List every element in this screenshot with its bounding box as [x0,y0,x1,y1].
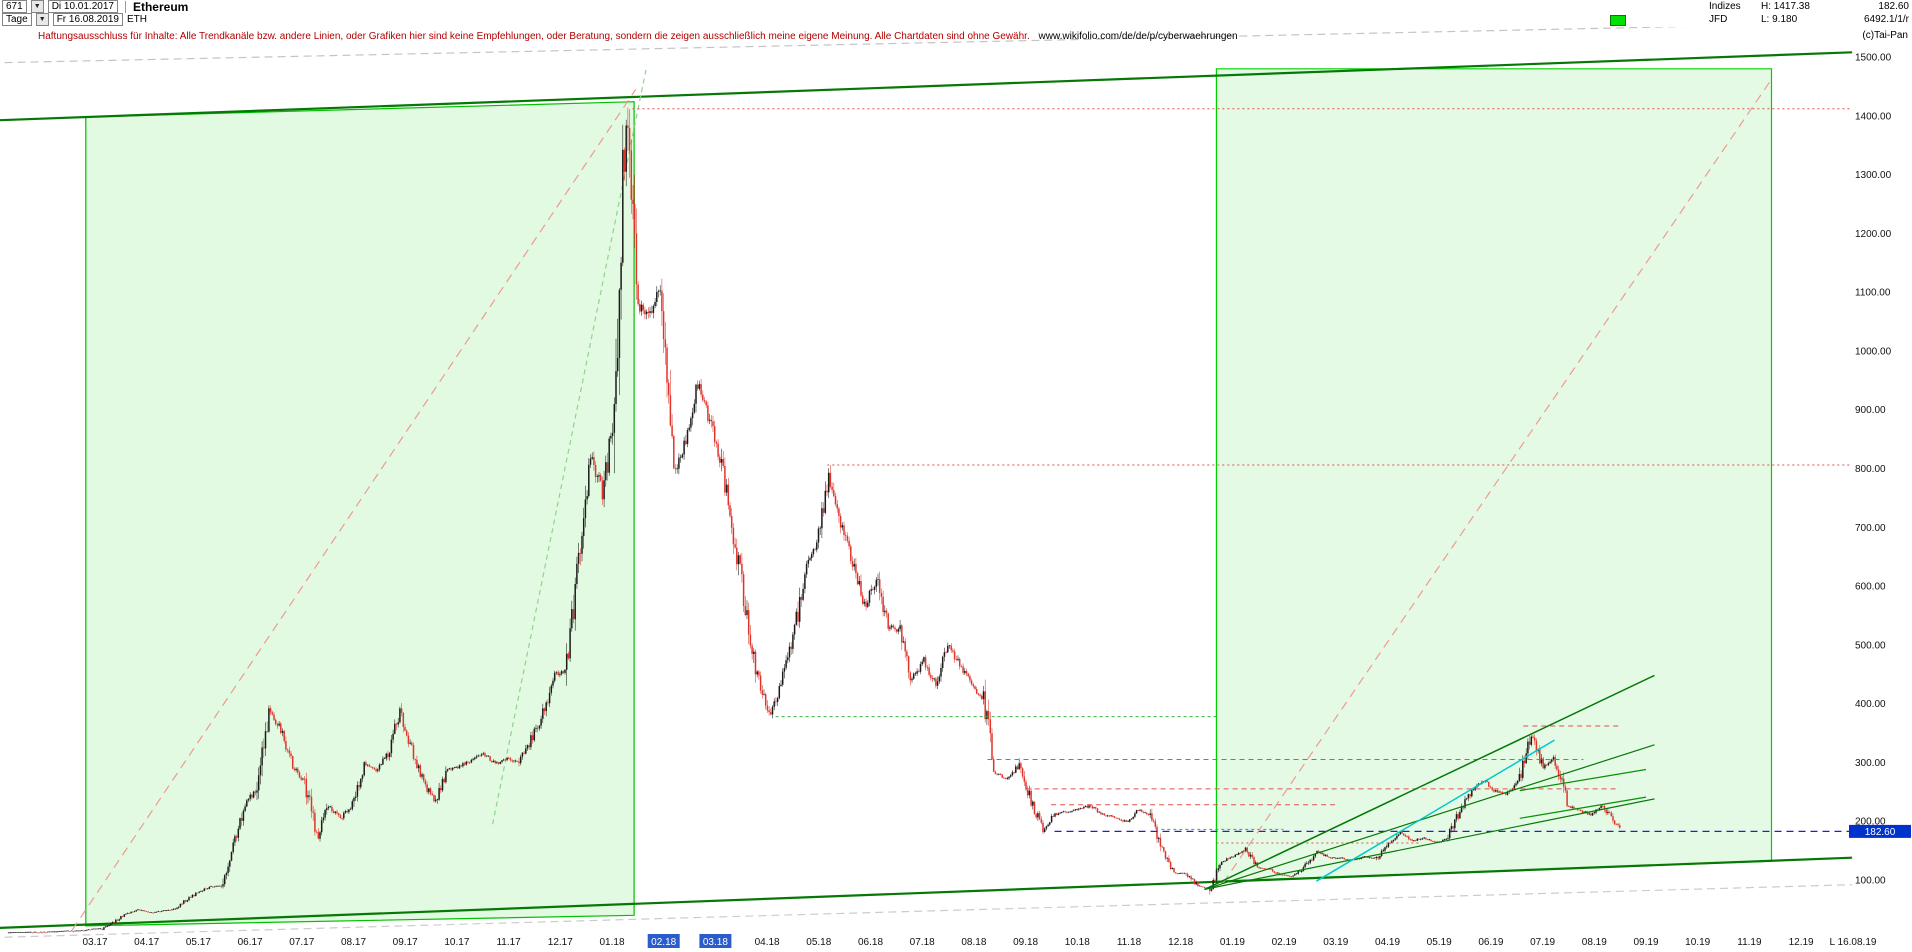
symbol-label: ETH [126,14,147,25]
fan-line-steep [1204,674,1655,891]
indizes-label: Indizes [1709,1,1741,12]
mini-channel-upper [1519,768,1647,792]
date-axis-label: 07.17 [289,937,314,948]
gray-dashed-upper [0,27,1690,64]
date-axis-label: 12.18 [1168,937,1193,948]
timeframe-value: Tage [6,14,28,25]
fan-line-mid [1204,744,1655,890]
price-axis-label: 200.00 [1855,817,1886,828]
disclaimer: Haftungsausschluss für Inhalte: Alle Tre… [38,31,1238,42]
price-axis-label: 100.00 [1855,876,1886,887]
date-axis-label: 09.18 [1013,937,1038,948]
disclaimer-text: Haftungsausschluss für Inhalte: Alle Tre… [38,31,1030,42]
end-date-value: Fr 16.08.2019 [56,14,119,25]
toolbar-divider [124,0,126,13]
price-axis-label: 1100.00 [1855,288,1891,299]
date-axis-label: 03.17 [82,937,107,948]
price-axis-label: 900.00 [1855,405,1886,416]
date-axis-label: 06.17 [238,937,263,948]
major-support-green [0,856,1853,929]
price-axis-label: 300.00 [1855,758,1886,769]
last-price-value: 182.60 [1878,1,1909,12]
date-axis-label: 11.17 [496,937,521,948]
date-label-highlight [647,934,680,948]
quote-info: Indizes H: 1417.38 182.60 JFD L: 9.180 6… [1709,0,1909,26]
price-axis-label: 500.00 [1855,640,1886,651]
date-axis-label: 05.17 [186,937,211,948]
date-axis-label: 12.19 [1789,937,1814,948]
last-date-label: L 16.08.19 [1830,937,1877,948]
price-axis-label: 1300.00 [1855,170,1892,181]
end-date-field[interactable]: Fr 16.08.2019 [52,13,123,26]
green-dashed-rally-2017 [492,69,647,825]
date-axis-label: 08.18 [961,937,986,948]
date-axis-label: 11.18 [1117,937,1142,948]
date-axis-label: 10.18 [1065,937,1090,948]
date-axis-label: 04.19 [1375,937,1400,948]
trend-channel-2017 [85,101,635,927]
status-indicator [1610,15,1626,26]
tai-pan-copyright: (c)Tai-Pan [1862,30,1908,41]
date-label-highlight [699,934,732,948]
date-axis-label: 07.18 [910,937,935,948]
date-axis-label: 04.18 [755,937,780,948]
date-axis-label: 05.18 [806,937,831,948]
bar-count-value: 671 [6,1,23,12]
toolbar: 671 ▼ Di 10.01.2017 Ethereum Tage ▼ Fr 1… [0,0,1912,27]
price-axis-label: 600.00 [1855,582,1886,593]
date-axis-label: 06.18 [858,937,883,948]
date-axis-label: 08.19 [1582,937,1607,948]
date-axis-label: 01.18 [599,937,624,948]
broker-label: JFD [1709,14,1728,25]
date-axis-label: 08.17 [341,937,366,948]
instrument-name: Ethereum [132,0,189,14]
major-resistance-green [0,51,1853,122]
low-value: L: 9.180 [1761,14,1798,25]
date-axis-label: 09.19 [1633,937,1658,948]
bar-count-selector[interactable]: 671 [2,0,27,13]
price-axis-label: 1200.00 [1855,229,1892,240]
price-axis-label: 1500.00 [1855,53,1892,64]
feed-info: 6492.1/1/r [1863,14,1909,25]
cyan-trend-2019 [1316,739,1555,882]
high-value: H: 1417.38 [1761,1,1810,12]
date-axis-label: 07.19 [1530,937,1555,948]
date-axis-label: 10.19 [1685,937,1710,948]
current-price-tag-label: 182.60 [1865,827,1896,838]
mini-channel-lower [1519,796,1647,819]
date-axis-label: 04.17 [134,937,159,948]
fan-line-flat [1204,798,1655,890]
date-axis-label: 02.18 [651,937,676,948]
date-axis-label: 03.19 [1323,937,1348,948]
timeframe-selector[interactable]: Tage [2,13,32,26]
start-date-value: Di 10.01.2017 [51,1,114,12]
current-price-tag [1849,824,1911,838]
price-axis-label: 400.00 [1855,699,1886,710]
date-axis-label: 06.19 [1478,937,1503,948]
start-date-field[interactable]: Di 10.01.2017 [47,0,118,13]
disclaimer-url: www.wikifolio.com/de/de/p/cyberwaehrunge… [1038,31,1238,42]
date-axis-label: 09.17 [393,937,418,948]
bar-count-dropdown-icon[interactable]: ▼ [30,0,44,13]
date-axis-label: 11.19 [1737,937,1762,948]
date-axis-label: 02.19 [1272,937,1297,948]
price-axis-label: 800.00 [1855,464,1886,475]
price-chart-canvas[interactable]: 1500.00 1400.00 1300.00 1200.00 1100.00 1000.… [0,27,1912,952]
date-axis-label: 03.18 [703,937,728,948]
timeframe-dropdown-icon[interactable]: ▼ [35,13,49,26]
price-axis-label: 700.00 [1855,523,1886,534]
gray-dashed-lower [0,884,1853,938]
red-dashed-rally-2019 [1222,78,1772,884]
date-axis-label: 12.17 [548,937,573,948]
date-axis-label: 05.19 [1427,937,1452,948]
date-axis-label: 10.17 [444,937,469,948]
price-axis-label: 1400.00 [1855,111,1892,122]
date-axis-label: 01.19 [1220,937,1245,948]
red-dashed-rally-2017 [71,88,637,931]
candles-up-bodies [7,125,1609,934]
price-axis-label: 1000.00 [1855,346,1892,357]
